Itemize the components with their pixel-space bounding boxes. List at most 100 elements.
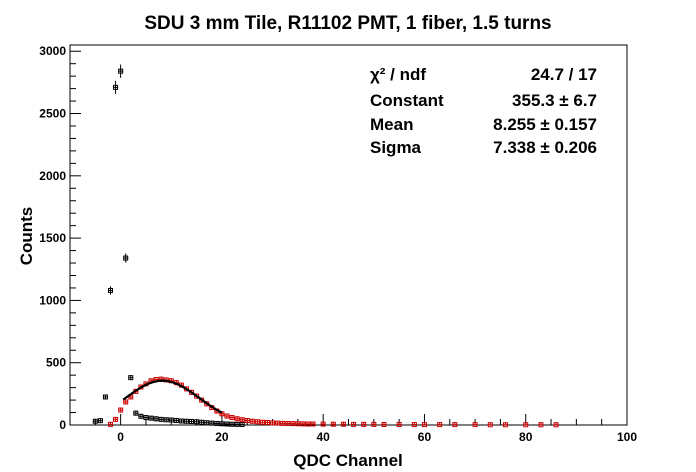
x-axis: 0 20 40 60 80 100	[69, 414, 637, 444]
data-point	[168, 417, 174, 423]
x-tick-label: 80	[519, 430, 533, 444]
data-point	[143, 415, 149, 421]
data-point	[234, 421, 240, 427]
stats-value: 355.3 ± 6.7	[512, 91, 597, 110]
data-point	[163, 417, 169, 423]
data-point	[249, 418, 255, 424]
x-tick-label: 60	[418, 430, 432, 444]
data-point	[259, 419, 265, 425]
data-point	[133, 410, 139, 416]
data-point	[381, 422, 387, 428]
y-axis-label: Counts	[17, 207, 36, 266]
y-axis: 0 500 1000 1500 2000 2500 3000	[39, 44, 81, 432]
data-point	[310, 421, 316, 427]
gaussian-fit-curve	[122, 379, 223, 414]
stats-label: Sigma	[370, 138, 422, 157]
data-series	[92, 64, 559, 428]
y-tick-label: 2000	[39, 169, 66, 183]
data-point	[305, 421, 311, 427]
data-point	[113, 416, 119, 422]
data-point	[113, 80, 119, 94]
data-point	[229, 415, 235, 421]
data-point	[199, 419, 205, 425]
data-point	[330, 421, 336, 427]
data-point	[107, 286, 114, 295]
data-point	[148, 415, 154, 421]
data-point	[285, 421, 291, 427]
stats-box: χ² / ndf 24.7 / 17 Constant 355.3 ± 6.7 Mean…	[370, 65, 597, 157]
data-point	[224, 421, 230, 427]
data-point	[158, 416, 164, 422]
x-tick-label: 0	[117, 430, 124, 444]
data-point	[128, 375, 134, 381]
y-tick-label: 1000	[39, 293, 66, 307]
data-point	[219, 421, 225, 427]
data-point	[173, 418, 179, 424]
data-point	[209, 420, 215, 426]
data-point	[244, 418, 250, 424]
data-point	[118, 407, 124, 413]
data-point	[351, 421, 357, 427]
data-point	[123, 399, 129, 405]
stats-label: Mean	[370, 115, 413, 134]
stats-label: χ² / ndf	[370, 65, 426, 84]
data-point	[295, 421, 301, 427]
data-point	[280, 420, 286, 426]
data-point	[224, 413, 230, 419]
y-tick-label: 500	[46, 356, 66, 370]
x-axis-label: QDC Channel	[293, 451, 403, 470]
data-point	[188, 419, 195, 425]
stats-value: 7.338 ± 0.206	[493, 138, 597, 157]
data-point	[239, 422, 245, 428]
data-point	[107, 421, 114, 427]
data-point	[102, 394, 108, 400]
data-point	[320, 421, 326, 427]
data-point	[239, 417, 245, 423]
data-point	[437, 422, 443, 428]
data-point	[138, 413, 144, 419]
data-point	[275, 420, 281, 426]
y-tick-label: 0	[59, 418, 66, 432]
series-0	[92, 64, 245, 428]
data-point	[178, 418, 184, 424]
data-point	[487, 422, 493, 428]
data-point	[97, 418, 103, 424]
data-point	[396, 422, 402, 428]
data-point	[290, 421, 296, 427]
data-point	[300, 421, 306, 427]
data-point	[371, 421, 377, 427]
data-point	[123, 253, 129, 263]
y-tick-label: 3000	[39, 44, 66, 58]
data-point	[153, 416, 159, 422]
x-tick-label: 40	[317, 430, 331, 444]
data-point	[523, 422, 529, 428]
data-point	[452, 422, 458, 428]
data-point	[118, 64, 124, 78]
data-point	[214, 421, 220, 427]
data-point	[234, 416, 240, 422]
data-point	[204, 420, 210, 426]
data-point	[270, 420, 276, 426]
data-point	[229, 421, 235, 427]
data-point	[340, 421, 346, 427]
y-tick-label: 1500	[39, 231, 66, 245]
data-point	[472, 422, 478, 428]
y-tick-label: 2500	[39, 107, 66, 121]
data-point	[254, 419, 260, 425]
data-point	[361, 421, 367, 427]
data-point	[183, 418, 189, 424]
data-point	[421, 422, 427, 428]
data-point	[194, 419, 200, 425]
x-tick-label: 100	[617, 430, 637, 444]
data-point	[92, 418, 98, 424]
stats-label: Constant	[370, 91, 444, 110]
data-point	[411, 422, 417, 428]
chart-title: SDU 3 mm Tile, R11102 PMT, 1 fiber, 1.5 …	[144, 13, 551, 34]
x-tick-label: 20	[215, 430, 229, 444]
data-point	[264, 420, 271, 426]
data-point	[502, 422, 509, 428]
stats-value: 8.255 ± 0.157	[493, 115, 597, 134]
data-point	[553, 422, 559, 428]
